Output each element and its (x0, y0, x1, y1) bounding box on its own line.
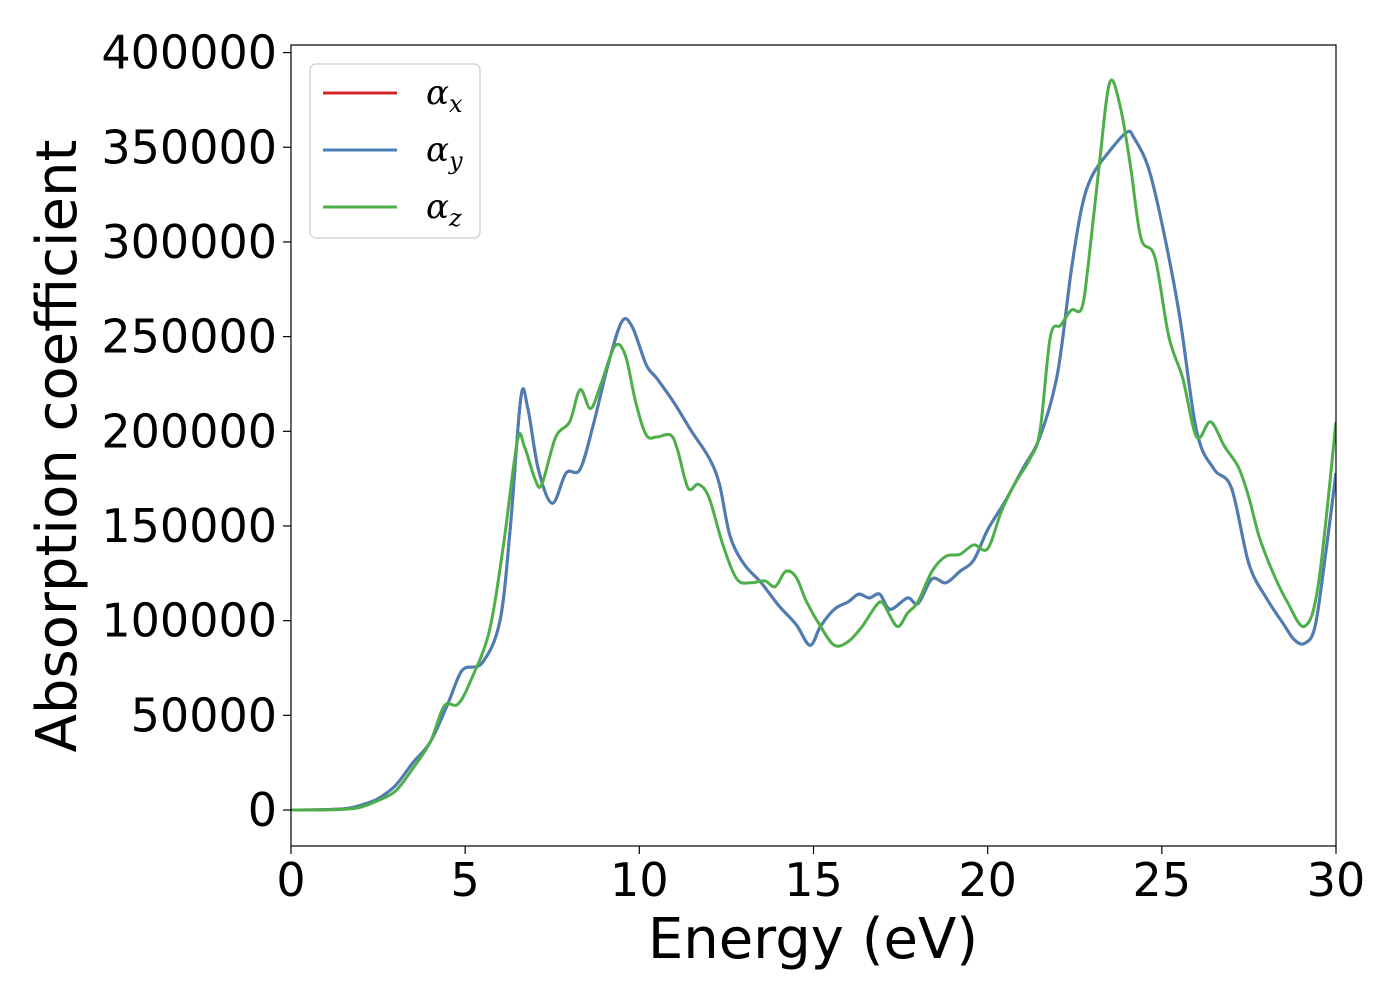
y-tick-label: 50000 (131, 688, 277, 742)
x-tick-label: 0 (276, 853, 305, 907)
x-axis-title: Energy (eV) (648, 907, 978, 972)
y-tick-label: 250000 (101, 310, 277, 364)
y-tick-label: 300000 (101, 215, 277, 269)
plot-lines (291, 78, 1336, 812)
y-tick-label: 100000 (101, 594, 277, 648)
x-tick-label: 25 (1133, 853, 1192, 907)
x-tick-label: 30 (1307, 853, 1366, 907)
series-line-y (291, 129, 1336, 812)
x-tick-label: 10 (610, 853, 669, 907)
y-tick-label: 400000 (101, 26, 277, 80)
y-tick-label: 350000 (101, 120, 277, 174)
legend-label-x: αx (426, 73, 463, 118)
x-tick-label: 15 (784, 853, 843, 907)
series-line-z (291, 78, 1336, 812)
legend-label-y: αy (426, 130, 463, 175)
legend: αx αy αz (309, 63, 481, 239)
y-tick-label: 150000 (101, 499, 277, 553)
x-tick-label: 20 (958, 853, 1017, 907)
axes: 0 5 10 15 20 25 30 0 50000 100000 150000 200000 2500… (101, 26, 1365, 907)
y-tick-label: 0 (248, 783, 277, 837)
x-tick-label: 5 (451, 853, 480, 907)
y-tick-label: 200000 (101, 404, 277, 458)
legend-label-z: αz (426, 187, 462, 232)
y-axis-title: Absorption coefficient (25, 140, 90, 753)
